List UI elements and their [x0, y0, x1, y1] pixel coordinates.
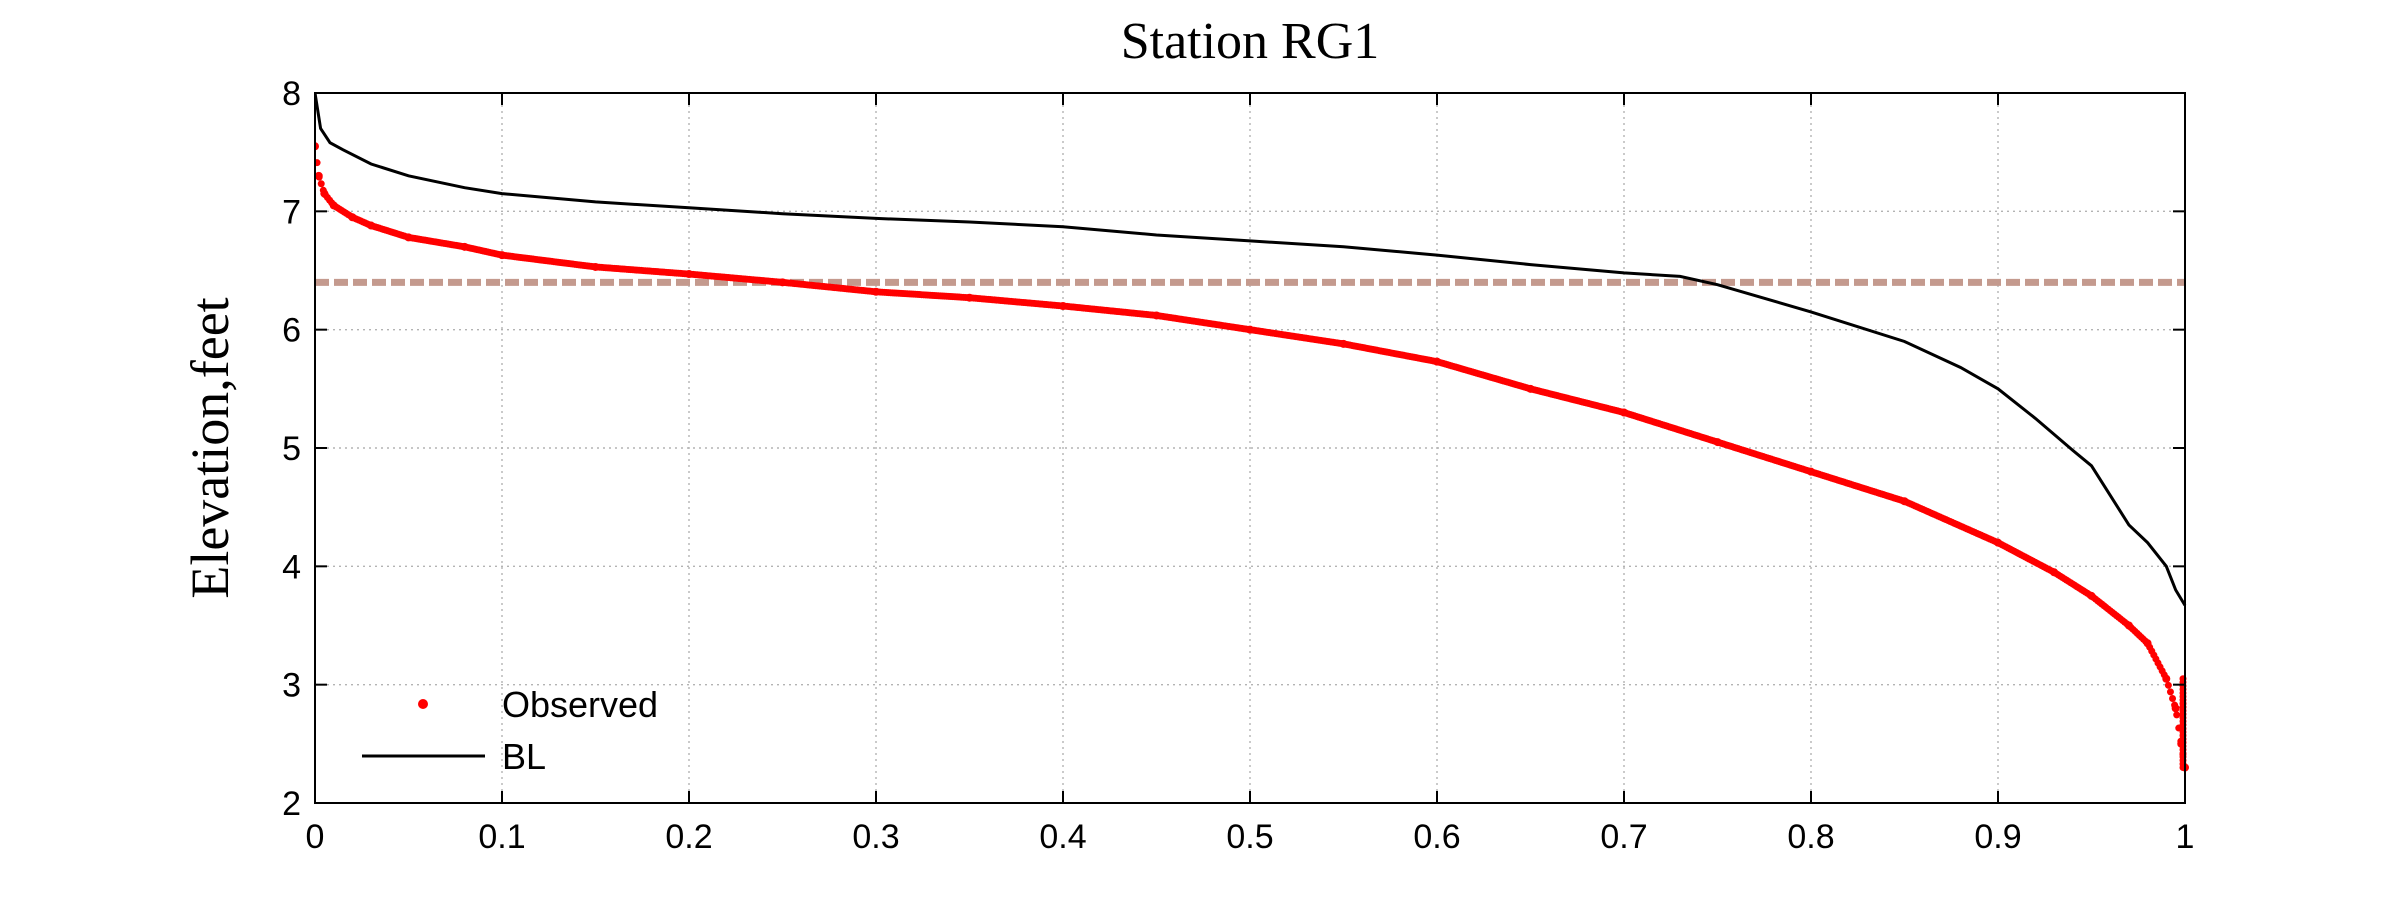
x-tick-label: 0.9 [1974, 818, 2021, 856]
chart-title: Station RG1 [1121, 13, 1380, 70]
x-tick-label: 0.7 [1600, 818, 1647, 856]
x-tick-label: 0.5 [1226, 818, 1273, 856]
observed-trace-dot [2164, 681, 2172, 689]
y-tick-label: 7 [282, 193, 301, 231]
y-axis-label: Elevation,feet [180, 297, 240, 598]
observed-trace-dot [315, 159, 321, 167]
series-layer [315, 92, 2189, 772]
tick-layer: 0 0.1 0.2 0.3 0.4 0.5 0.6 0.7 0.8 0.9 1 2 3 4 5 6 7 8 [282, 75, 2194, 856]
legend-label: BL [502, 736, 546, 777]
x-tick-label: 0.1 [478, 818, 525, 856]
x-tick-label: 0.3 [852, 818, 899, 856]
legend-swatch-observed [418, 699, 428, 709]
observed-trace-dot [2162, 675, 2170, 683]
x-tick-label: 1 [2176, 818, 2195, 856]
y-tick-label: 5 [282, 430, 301, 468]
observed-trace-dot [317, 180, 325, 188]
x-tick-label: 0 [306, 818, 325, 856]
y-tick-label: 2 [282, 785, 301, 823]
x-tick-label: 0.2 [665, 818, 712, 856]
series-observed-points [315, 142, 2189, 772]
x-tick-label: 0.6 [1413, 818, 1460, 856]
series-line-bl [315, 92, 2187, 607]
y-tick-label: 6 [282, 312, 301, 350]
observed-trace-dot [2171, 701, 2179, 709]
observed-trace-dot [315, 173, 323, 181]
y-tick-label: 4 [282, 548, 301, 586]
legend-label: Observed [502, 684, 658, 725]
legend: Observed BL [362, 684, 658, 777]
y-tick-label: 8 [282, 75, 301, 113]
observed-trace-dot [2169, 694, 2177, 702]
grid-layer [315, 93, 2185, 803]
x-tick-label: 0.8 [1787, 818, 1834, 856]
observed-trace-dot [2173, 711, 2181, 719]
x-tick-label: 0.4 [1039, 818, 1086, 856]
observed-trace-dot [2166, 688, 2174, 696]
y-tick-label: 3 [282, 667, 301, 705]
